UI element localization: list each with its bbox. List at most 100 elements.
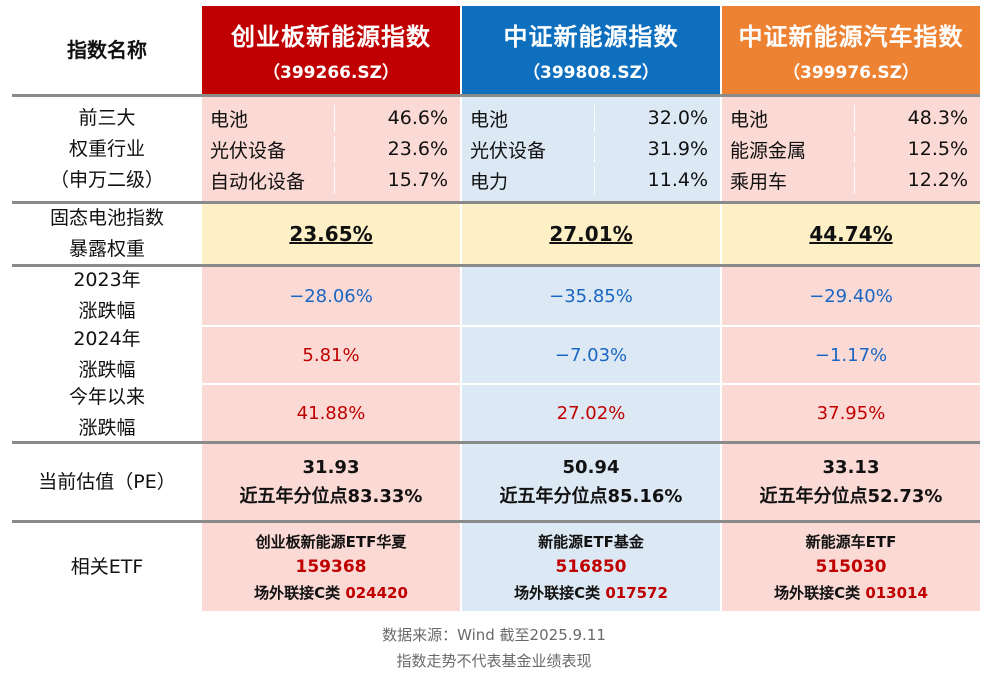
solid-state-cell-2: 27.01%: [462, 204, 720, 264]
header-row: 指数名称 创业板新能源指数 （399266.SZ） 中证新能源指数 （39980…: [12, 6, 980, 94]
header-label-cell: 指数名称: [12, 6, 202, 94]
etf-code: 159368: [295, 557, 367, 577]
return-row-ytd: 今年以来 涨跌幅 41.88% 27.02% 37.95%: [12, 385, 980, 441]
return-row-2024: 2024年 涨跌幅 5.81% −7.03% −1.17%: [12, 327, 980, 383]
solid-state-row: 固态电池指数 暴露权重 23.65% 27.01% 44.74%: [12, 204, 980, 264]
return-value: −1.17%: [814, 344, 888, 366]
industry-weight: 11.4%: [647, 169, 708, 191]
return-value: −35.85%: [549, 285, 633, 307]
valuation-row: 当前估值（PE） 31.93 近五年分位点83.33% 50.94 近五年分位点…: [12, 444, 980, 520]
divider: [12, 264, 980, 267]
industry-name: 电池: [202, 104, 335, 132]
industry-label-line: （申万二级）: [49, 168, 164, 191]
etf-label-cell: 相关ETF: [12, 523, 202, 611]
index-code: （399976.SZ）: [783, 63, 919, 83]
index-code: （399808.SZ）: [523, 63, 659, 83]
etf-feeder: 场外联接C类 024420: [254, 582, 408, 603]
index-header-3: 中证新能源汽车指数 （399976.SZ）: [722, 6, 980, 94]
return-row-2023: 2023年 涨跌幅 −28.06% −35.85% −29.40%: [12, 267, 980, 325]
industry-item: 电池 32.0%: [462, 103, 720, 134]
return-value: 41.88%: [296, 402, 366, 424]
etf-row: 相关ETF 创业板新能源ETF华夏 159368 场外联接C类 024420 新…: [12, 523, 980, 611]
solid-state-value: 27.01%: [549, 222, 633, 246]
pe-percentile: 近五年分位点83.33%: [239, 485, 423, 507]
industry-item: 光伏设备 31.9%: [462, 134, 720, 165]
industry-row: 前三大 权重行业 （申万二级） 电池 46.6% 光伏设备 23.6% 自动化设备 1…: [12, 97, 980, 201]
feeder-label: 场外联接C类: [774, 584, 861, 602]
return-label-line: 涨跌幅: [78, 359, 136, 381]
valuation-cell: 31.93 近五年分位点83.33%: [202, 444, 460, 520]
divider: [12, 94, 980, 97]
index-header-2: 中证新能源指数 （399808.SZ）: [462, 6, 720, 94]
return-value: −28.06%: [289, 285, 373, 307]
etf-label: 相关ETF: [70, 555, 144, 578]
industry-label-line: 权重行业: [68, 137, 145, 160]
divider: [12, 520, 980, 523]
etf-cell: 新能源车ETF 515030 场外联接C类 013014: [722, 523, 980, 611]
footer-disclaimer: 指数走势不代表基金业绩表现: [396, 652, 592, 670]
etf-feeder: 场外联接C类 013014: [774, 582, 928, 603]
industry-name: 光伏设备: [462, 135, 595, 163]
valuation-label: 当前估值（PE）: [38, 470, 176, 493]
industry-item: 能源金属 12.5%: [722, 134, 980, 165]
etf-feeder: 场外联接C类 017572: [514, 582, 668, 603]
industry-name: 光伏设备: [202, 135, 335, 163]
return-label-line: 2024年: [73, 328, 141, 350]
index-header-1: 创业板新能源指数 （399266.SZ）: [202, 6, 460, 94]
industry-weight: 12.2%: [907, 169, 968, 191]
return-cell: −7.03%: [462, 327, 720, 383]
pe-percentile: 近五年分位点85.16%: [499, 485, 683, 507]
index-name: 中证新能源指数: [503, 23, 679, 51]
feeder-label: 场外联接C类: [254, 584, 341, 602]
solid-state-label-line: 暴露权重: [68, 238, 145, 260]
return-cell: −28.06%: [202, 267, 460, 325]
return-cell: 5.81%: [202, 327, 460, 383]
industry-item: 电池 48.3%: [722, 103, 980, 134]
valuation-cell: 33.13 近五年分位点52.73%: [722, 444, 980, 520]
industry-cell-1: 电池 46.6% 光伏设备 23.6% 自动化设备 15.7%: [202, 97, 460, 201]
etf-code: 515030: [815, 557, 887, 577]
industry-label: 前三大 权重行业 （申万二级）: [12, 97, 202, 201]
valuation-cell: 50.94 近五年分位点85.16%: [462, 444, 720, 520]
return-value: −7.03%: [554, 344, 628, 366]
industry-name: 自动化设备: [202, 166, 335, 194]
industry-name: 电池: [462, 104, 595, 132]
return-value: 37.95%: [816, 402, 886, 424]
return-cell: −35.85%: [462, 267, 720, 325]
industry-name: 能源金属: [722, 135, 855, 163]
industry-weight: 48.3%: [907, 107, 968, 129]
industry-cell-2: 电池 32.0% 光伏设备 31.9% 电力 11.4%: [462, 97, 720, 201]
industry-weight: 23.6%: [387, 138, 448, 160]
index-name: 创业板新能源指数: [231, 23, 431, 51]
return-cell: 37.95%: [722, 385, 980, 441]
industry-weight: 15.7%: [387, 169, 448, 191]
industry-name: 乘用车: [722, 166, 855, 194]
pe-percentile: 近五年分位点52.73%: [759, 485, 943, 507]
index-name: 中证新能源汽车指数: [738, 23, 964, 51]
etf-code: 516850: [555, 557, 627, 577]
index-code: （399266.SZ）: [263, 63, 399, 83]
footer-source: 数据来源：Wind 截至2025.9.11: [382, 626, 606, 644]
return-label-line: 2023年: [73, 269, 141, 291]
solid-state-label: 固态电池指数 暴露权重: [12, 204, 202, 264]
divider: [12, 325, 980, 327]
industry-weight: 12.5%: [907, 138, 968, 160]
solid-state-cell-3: 44.74%: [722, 204, 980, 264]
industry-item: 电池 46.6%: [202, 103, 460, 134]
industry-item: 自动化设备 15.7%: [202, 165, 460, 196]
index-comparison-table: 指数名称 创业板新能源指数 （399266.SZ） 中证新能源指数 （39980…: [12, 6, 980, 611]
return-label: 2024年 涨跌幅: [12, 327, 202, 383]
return-cell: 27.02%: [462, 385, 720, 441]
feeder-code: 024420: [345, 584, 408, 602]
return-label-line: 今年以来: [68, 386, 145, 408]
industry-cell-3: 电池 48.3% 能源金属 12.5% 乘用车 12.2%: [722, 97, 980, 201]
industry-name: 电力: [462, 166, 595, 194]
industry-weight: 31.9%: [647, 138, 708, 160]
solid-state-value: 23.65%: [289, 222, 373, 246]
return-label: 2023年 涨跌幅: [12, 267, 202, 325]
return-cell: −29.40%: [722, 267, 980, 325]
return-cell: −1.17%: [722, 327, 980, 383]
valuation-label-cell: 当前估值（PE）: [12, 444, 202, 520]
industry-name: 电池: [722, 104, 855, 132]
solid-state-cell-1: 23.65%: [202, 204, 460, 264]
